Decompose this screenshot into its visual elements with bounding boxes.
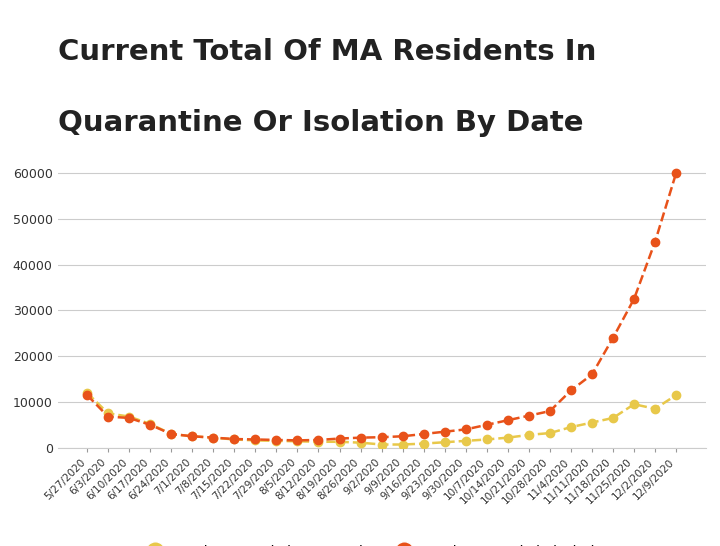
People currently in isolation xyxy=(672,170,680,176)
People currently in isolation xyxy=(272,437,281,443)
People currently in isolation xyxy=(651,239,660,245)
People currently in isolation xyxy=(503,417,512,424)
People currently in isolation xyxy=(83,392,91,399)
People currently in isolation xyxy=(125,414,133,421)
Text: Current Total Of MA Residents In: Current Total Of MA Residents In xyxy=(58,38,596,66)
People currently in isolation xyxy=(525,412,534,419)
People currently in quarantine xyxy=(83,389,91,396)
People currently in quarantine xyxy=(293,438,302,444)
People currently in quarantine xyxy=(104,410,112,417)
People currently in isolation xyxy=(462,426,470,432)
Legend: People currently in quarantine, People currently in isolation: People currently in quarantine, People c… xyxy=(146,540,617,546)
People currently in quarantine xyxy=(336,438,344,445)
People currently in isolation xyxy=(293,437,302,444)
People currently in isolation xyxy=(209,435,217,441)
People currently in quarantine xyxy=(546,430,554,436)
People currently in quarantine xyxy=(651,406,660,412)
People currently in quarantine xyxy=(377,441,386,448)
People currently in quarantine xyxy=(125,413,133,420)
People currently in isolation xyxy=(230,436,238,442)
People currently in quarantine xyxy=(462,437,470,444)
People currently in isolation xyxy=(251,436,260,443)
People currently in isolation xyxy=(314,437,323,443)
People currently in quarantine xyxy=(588,419,596,426)
People currently in isolation xyxy=(482,422,491,428)
People currently in isolation xyxy=(441,429,449,435)
People currently in quarantine xyxy=(188,433,197,440)
People currently in quarantine xyxy=(525,432,534,438)
People currently in isolation xyxy=(608,335,617,341)
People currently in isolation xyxy=(188,433,197,440)
People currently in quarantine xyxy=(608,414,617,421)
People currently in quarantine xyxy=(314,438,323,445)
People currently in quarantine xyxy=(356,440,365,446)
People currently in quarantine xyxy=(209,435,217,441)
Line: People currently in isolation: People currently in isolation xyxy=(83,169,680,444)
People currently in quarantine xyxy=(419,440,428,447)
People currently in isolation xyxy=(567,387,575,394)
People currently in quarantine xyxy=(272,437,281,444)
People currently in quarantine xyxy=(398,441,407,448)
People currently in isolation xyxy=(336,435,344,442)
People currently in isolation xyxy=(419,431,428,437)
People currently in quarantine xyxy=(503,435,512,441)
People currently in quarantine xyxy=(441,439,449,446)
People currently in quarantine xyxy=(146,420,155,427)
Text: Quarantine Or Isolation By Date: Quarantine Or Isolation By Date xyxy=(58,109,583,137)
People currently in isolation xyxy=(630,295,639,302)
Line: People currently in quarantine: People currently in quarantine xyxy=(83,389,680,449)
People currently in isolation xyxy=(146,422,155,428)
People currently in isolation xyxy=(377,434,386,441)
People currently in quarantine xyxy=(672,392,680,399)
People currently in quarantine xyxy=(482,436,491,443)
People currently in quarantine xyxy=(630,401,639,407)
People currently in isolation xyxy=(104,413,112,420)
People currently in isolation xyxy=(398,433,407,440)
People currently in quarantine xyxy=(251,437,260,444)
People currently in quarantine xyxy=(230,436,238,443)
People currently in isolation xyxy=(167,431,176,437)
People currently in isolation xyxy=(356,435,365,441)
People currently in quarantine xyxy=(167,431,176,437)
People currently in isolation xyxy=(588,371,596,378)
People currently in isolation xyxy=(546,408,554,414)
People currently in quarantine xyxy=(567,424,575,430)
